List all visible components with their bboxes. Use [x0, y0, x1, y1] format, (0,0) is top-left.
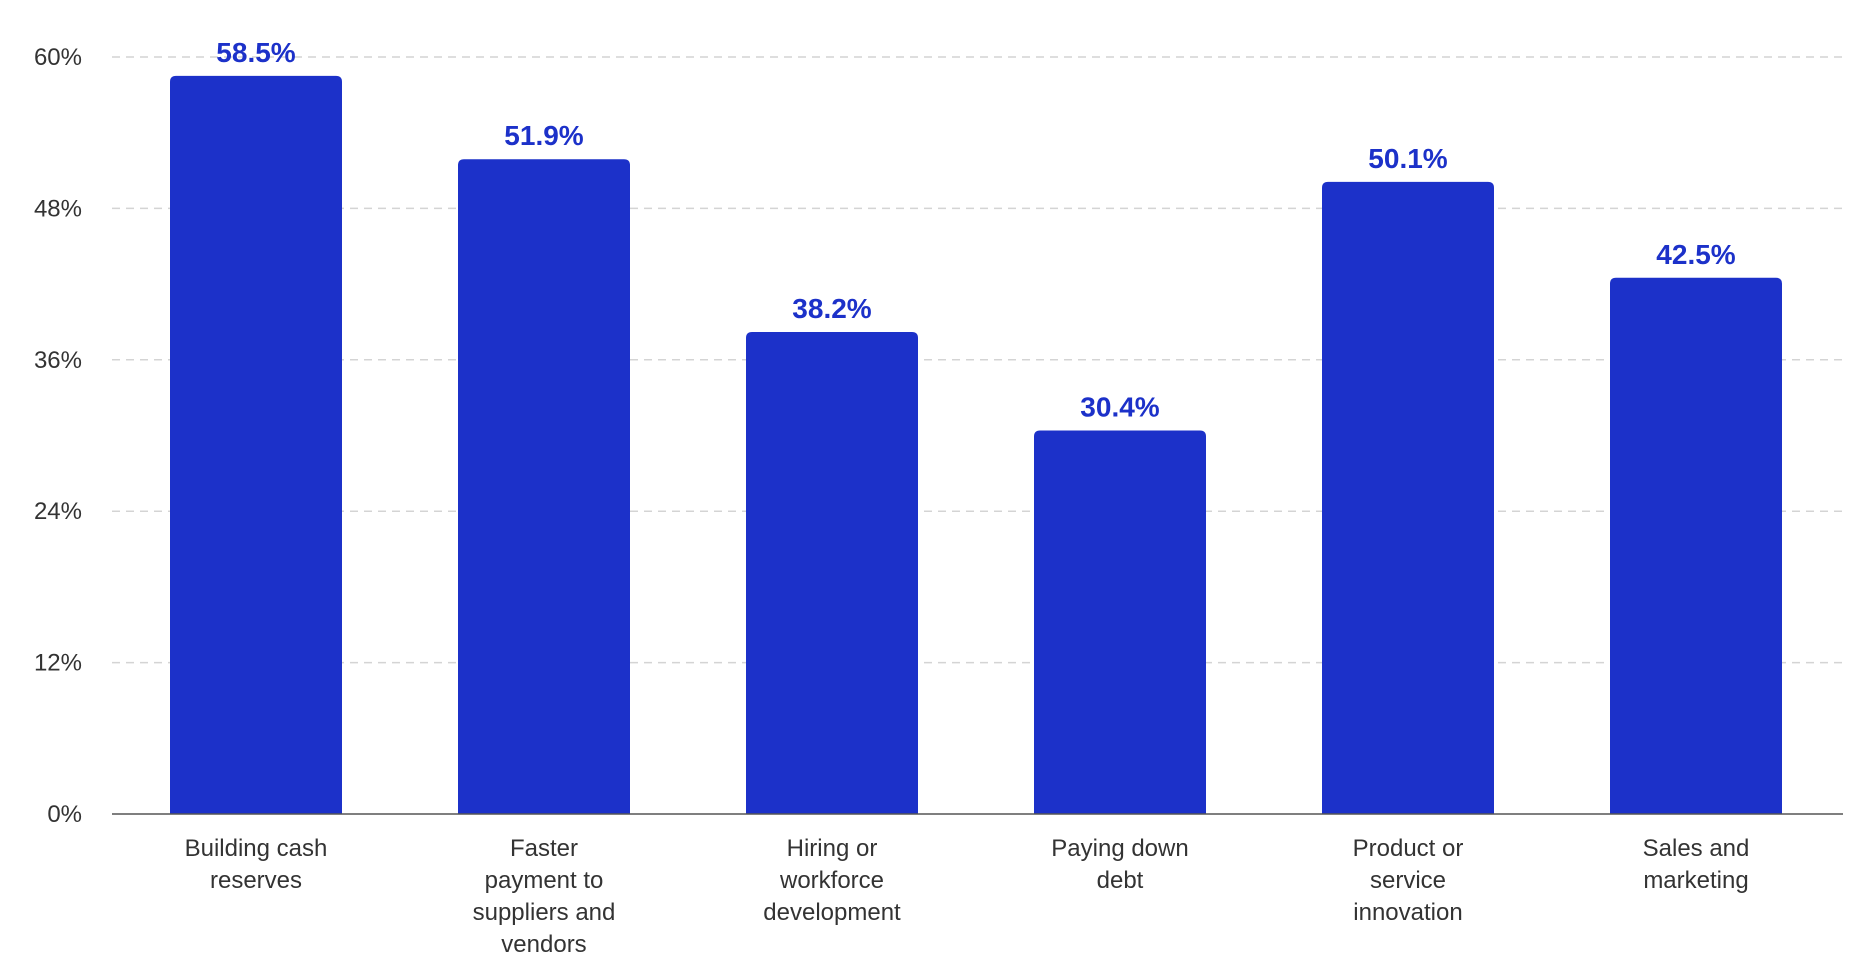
label-layer: 0% 12% 24% 36% 48% 60% 58.5% Building cash reser… — [34, 37, 1749, 958]
x-tick-label-line: marketing — [1643, 867, 1748, 894]
x-tick-label: Paying down debt — [1051, 835, 1188, 894]
x-tick-label-line: development — [763, 899, 901, 926]
x-tick-label-line: Paying down — [1051, 835, 1188, 862]
x-tick-label-line: vendors — [501, 931, 586, 958]
bar — [458, 159, 630, 814]
x-tick-label: Hiring or workforce development — [763, 835, 901, 926]
y-tick-label: 48% — [34, 195, 82, 222]
y-tick-label: 12% — [34, 650, 82, 677]
bar — [1034, 430, 1206, 814]
x-tick-label-line: Hiring or — [787, 835, 878, 862]
x-tick-label-line: payment to — [485, 867, 604, 894]
x-tick-label-line: innovation — [1353, 899, 1462, 926]
x-tick-label-line: Sales and — [1643, 835, 1750, 862]
data-label: 58.5% — [216, 37, 295, 68]
y-tick-label: 24% — [34, 498, 82, 525]
x-tick-label: Faster payment to suppliers and vendors — [473, 835, 616, 958]
bar — [746, 332, 918, 814]
x-tick-label-line: reserves — [210, 867, 302, 894]
data-label: 50.1% — [1368, 143, 1447, 174]
x-tick-label-line: Building cash — [185, 835, 328, 862]
bar — [1322, 181, 1494, 814]
bar — [170, 75, 342, 815]
grid-layer — [112, 56, 1843, 664]
y-tick-label: 60% — [34, 44, 82, 71]
x-tick-label: Sales and marketing — [1643, 835, 1750, 894]
data-label: 51.9% — [504, 120, 583, 151]
bar-layer — [170, 75, 1782, 815]
x-tick-label-line: suppliers and — [473, 899, 616, 926]
data-label: 30.4% — [1080, 391, 1159, 422]
x-tick-label-line: Faster — [510, 835, 578, 862]
y-tick-label: 36% — [34, 347, 82, 374]
x-tick-label-line: service — [1370, 867, 1446, 894]
x-tick-label-line: workforce — [779, 867, 884, 894]
data-label: 42.5% — [1656, 239, 1735, 270]
data-label: 38.2% — [792, 293, 871, 324]
x-tick-label: Product or service innovation — [1353, 835, 1464, 926]
x-tick-label: Building cash reserves — [185, 835, 328, 894]
bar — [1610, 277, 1782, 815]
x-tick-label-line: Product or — [1353, 835, 1464, 862]
x-tick-label-line: debt — [1097, 867, 1144, 894]
y-tick-label: 0% — [47, 801, 82, 828]
